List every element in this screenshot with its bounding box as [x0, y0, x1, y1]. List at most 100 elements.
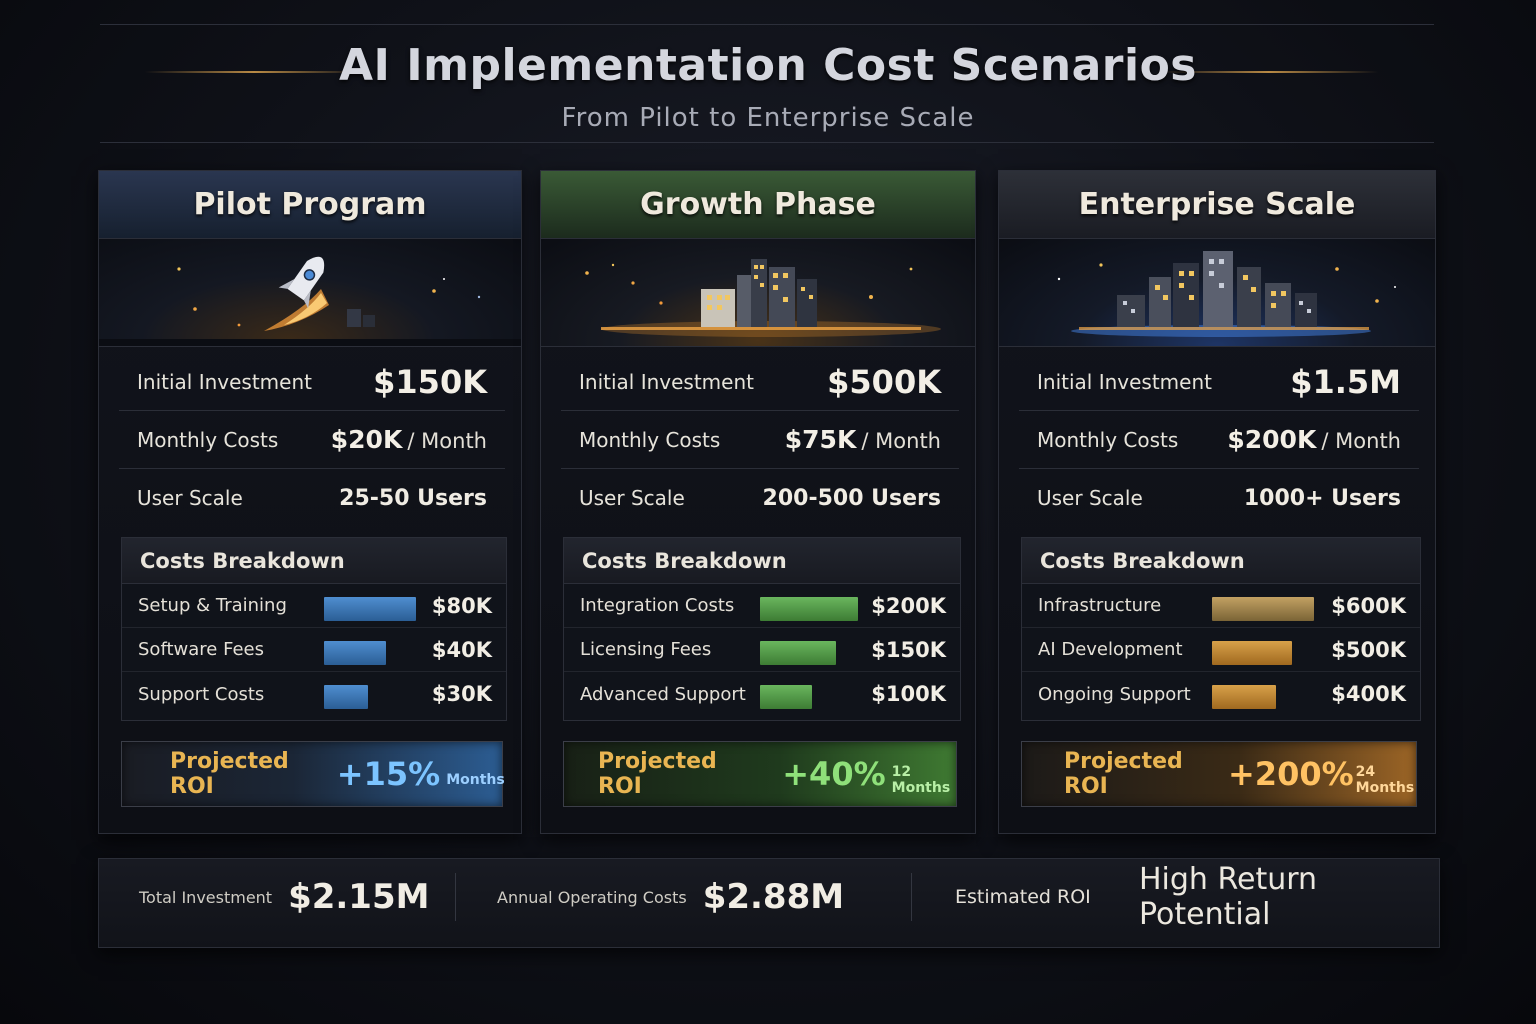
- breakdown-row: Setup & Training $80K: [122, 584, 506, 628]
- annual-operating-costs: Annual Operating Costs $2.88M: [497, 859, 844, 935]
- monthly-costs-label: Monthly Costs: [579, 427, 721, 452]
- breakdown-bar: [324, 597, 416, 621]
- breakdown-label: Advanced Support: [580, 683, 746, 705]
- rocket-illustration: [99, 239, 521, 347]
- title-ornament-right: [1160, 71, 1378, 73]
- initial-investment-value: $1.5M: [1290, 362, 1401, 401]
- breakdown-label: Ongoing Support: [1038, 683, 1191, 705]
- breakdown-row: Ongoing Support $400K: [1022, 672, 1420, 716]
- breakdown-label: AI Development: [1038, 639, 1183, 660]
- breakdown-label: Infrastructure: [1038, 595, 1162, 616]
- rocket-icon: [99, 256, 521, 346]
- monthly-costs-value: $200K: [1227, 425, 1317, 454]
- estimated-roi-text: High Return Potential: [1139, 862, 1318, 932]
- estimated-roi: Estimated ROI: [955, 859, 1091, 935]
- monthly-costs-row: Monthly Costs $200K / Month: [1019, 411, 1419, 469]
- monthly-costs-row: Monthly Costs $75K / Month: [561, 411, 959, 469]
- breakdown-value: $100K: [871, 682, 946, 706]
- projected-roi: Projected ROI +200% 24 Months: [1021, 741, 1417, 807]
- breakdown-value: $30K: [431, 682, 492, 706]
- annual-operating-value: $2.88M: [702, 877, 845, 917]
- initial-investment-label: Initial Investment: [579, 369, 754, 394]
- total-investment: Total Investment $2.15M: [139, 859, 429, 935]
- user-scale-value: 25-50 Users: [339, 485, 487, 511]
- breakdown-bar: [324, 685, 368, 709]
- summary-divider: [455, 873, 456, 921]
- user-scale-label: User Scale: [1037, 486, 1143, 510]
- user-scale-row: User Scale 200-500 Users: [561, 469, 959, 527]
- initial-investment-row: Initial Investment $150K: [119, 353, 505, 411]
- top-divider: [100, 24, 1434, 25]
- breakdown-value: $400K: [1331, 682, 1406, 706]
- roi-label: Projected ROI: [598, 749, 717, 799]
- roi-label: Projected ROI: [1064, 749, 1183, 799]
- breakdown-row: Software Fees $40K: [122, 628, 506, 672]
- breakdown-bar: [324, 641, 386, 665]
- breakdown-label: Integration Costs: [580, 595, 735, 616]
- breakdown-row: Licensing Fees $150K: [564, 628, 960, 672]
- roi-value: +40%: [782, 755, 886, 793]
- breakdown-bar: [1212, 685, 1276, 709]
- roi-period: Months: [446, 772, 505, 788]
- breakdown-bar: [760, 685, 812, 709]
- title-ornament-left: [145, 71, 363, 73]
- costs-breakdown: Costs Breakdown Setup & Training $80K So…: [121, 537, 507, 721]
- card-title: Enterprise Scale: [999, 171, 1435, 239]
- user-scale-value: 1000+ Users: [1243, 485, 1401, 511]
- breakdown-value: $500K: [1331, 637, 1406, 662]
- user-scale-label: User Scale: [579, 486, 685, 510]
- monthly-costs-value: $20K: [330, 425, 403, 454]
- monthly-costs-value: $75K: [784, 425, 857, 454]
- breakdown-row: Advanced Support $100K: [564, 672, 960, 716]
- scenario-card-enterprise: Enterprise Scale: [998, 170, 1436, 834]
- initial-investment-label: Initial Investment: [1037, 369, 1212, 394]
- breakdown-bar: [760, 597, 858, 621]
- roi-label: Projected ROI: [170, 749, 289, 799]
- initial-investment-value: $500K: [827, 362, 941, 401]
- breakdown-bar: [1212, 641, 1292, 665]
- page-title: AI Implementation Cost Scenarios: [339, 40, 1197, 91]
- breakdown-bar: [1212, 597, 1314, 621]
- annual-operating-label: Annual Operating Costs: [497, 887, 687, 907]
- breakdown-title: Costs Breakdown: [564, 538, 960, 584]
- initial-investment-row: Initial Investment $1.5M: [1019, 353, 1419, 411]
- roi-period: 24 Months: [1355, 764, 1415, 796]
- initial-investment-row: Initial Investment $500K: [561, 353, 959, 411]
- city-illustration: [541, 239, 975, 347]
- costs-breakdown: Costs Breakdown Infrastructure $600K AI …: [1021, 537, 1421, 721]
- breakdown-row: Infrastructure $600K: [1022, 584, 1420, 628]
- skyline-illustration: [999, 239, 1435, 347]
- roi-period: 12 Months: [891, 764, 951, 796]
- summary-divider: [911, 873, 912, 921]
- projected-roi: Projected ROI +40% 12 Months: [563, 741, 957, 807]
- initial-investment-value: $150K: [373, 362, 487, 401]
- breakdown-row: Integration Costs $200K: [564, 584, 960, 628]
- roi-value: +200%: [1227, 755, 1354, 793]
- breakdown-value: $40K: [431, 637, 492, 662]
- summary-bar: Total Investment $2.15M Annual Operating…: [98, 858, 1440, 948]
- projected-roi: Projected ROI +15% Months: [121, 741, 505, 807]
- breakdown-value: $80K: [431, 593, 492, 618]
- card-title: Growth Phase: [541, 171, 975, 239]
- skyline-icon: [1057, 251, 1396, 337]
- costs-breakdown: Costs Breakdown Integration Costs $200K …: [563, 537, 961, 721]
- monthly-costs-row: Monthly Costs $20K / Month: [119, 411, 505, 469]
- roi-value: +15%: [336, 755, 441, 793]
- monthly-unit: / Month: [407, 429, 487, 453]
- estimated-roi-label: Estimated ROI: [955, 886, 1091, 908]
- monthly-costs-label: Monthly Costs: [1037, 427, 1179, 452]
- monthly-unit: / Month: [861, 429, 941, 453]
- breakdown-label: Support Costs: [138, 683, 265, 705]
- city-buildings-icon: [585, 259, 941, 337]
- breakdown-row: AI Development $500K: [1022, 628, 1420, 672]
- monthly-costs-label: Monthly Costs: [137, 427, 279, 452]
- breakdown-label: Software Fees: [138, 639, 264, 660]
- card-title: Pilot Program: [99, 171, 521, 239]
- breakdown-title: Costs Breakdown: [1022, 538, 1420, 584]
- breakdown-value: $600K: [1331, 593, 1406, 618]
- total-investment-label: Total Investment: [139, 887, 273, 907]
- scenario-card-growth: Growth Phase: [540, 170, 976, 834]
- breakdown-label: Setup & Training: [138, 595, 287, 616]
- breakdown-value: $200K: [871, 593, 946, 618]
- initial-investment-label: Initial Investment: [137, 369, 312, 394]
